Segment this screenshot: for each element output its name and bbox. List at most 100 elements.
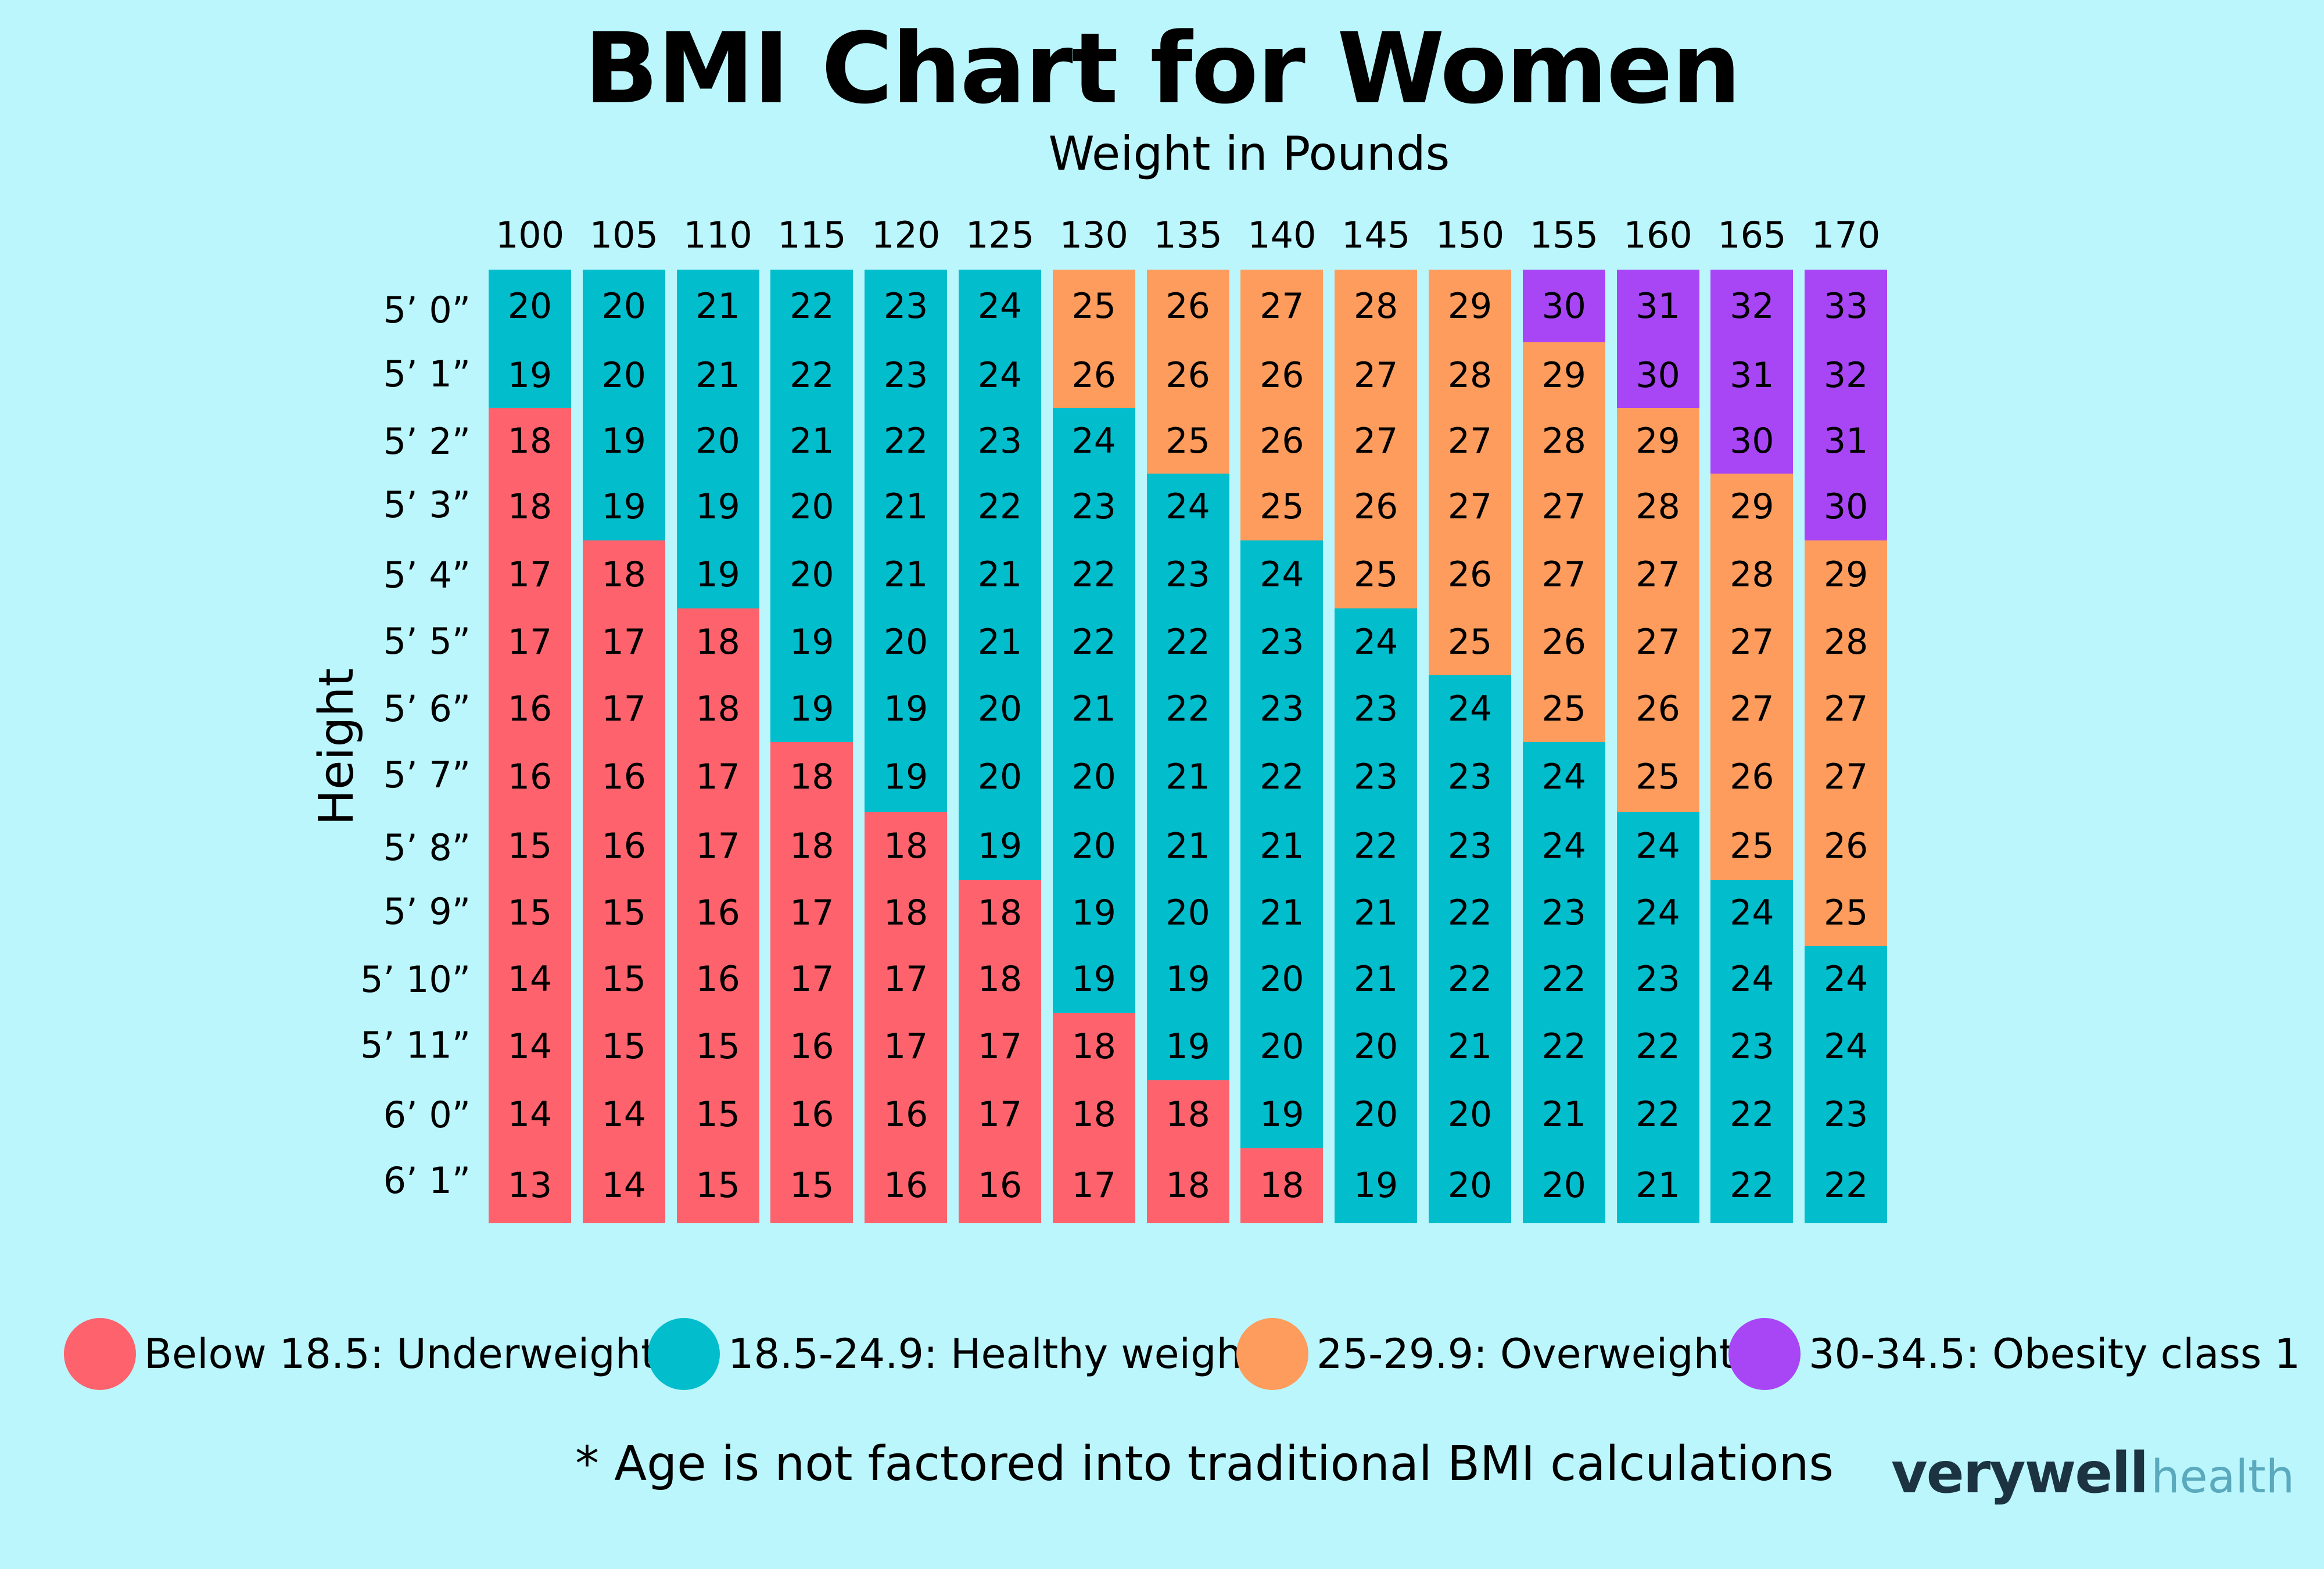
bmi-cell: 29 [1522, 342, 1605, 409]
bmi-cell: 33 [1805, 270, 1888, 343]
height-tick: 5’ 7” [383, 754, 471, 796]
bmi-cell: 17 [770, 880, 853, 946]
bmi-cell: 25 [1052, 270, 1135, 343]
bmi-cell: 23 [1052, 473, 1135, 540]
bmi-cell: 19 [770, 675, 853, 743]
bmi-cell: 27 [1805, 742, 1888, 812]
bmi-cell: 20 [489, 270, 571, 343]
bmi-cell: 19 [676, 540, 759, 609]
bmi-cell: 22 [1522, 945, 1605, 1013]
height-tick: 5’ 11” [360, 1024, 471, 1066]
bmi-cell: 16 [865, 1080, 948, 1148]
bmi-cell: 29 [1429, 270, 1511, 343]
bmi-cell: 22 [1522, 1012, 1605, 1081]
bmi-cell: 20 [1429, 1148, 1511, 1223]
bmi-cell: 25 [1429, 608, 1511, 676]
bmi-cell: 30 [1710, 408, 1794, 474]
bmi-cell: 20 [582, 270, 665, 343]
bmi-cell: 28 [1616, 473, 1699, 540]
bmi-cell: 18 [770, 742, 853, 812]
bmi-cell: 27 [1522, 473, 1605, 540]
height-tick: 5’ 4” [383, 554, 471, 596]
legend-swatch-icon [1728, 1318, 1801, 1390]
bmi-cell: 18 [1240, 1148, 1324, 1223]
bmi-cell: 24 [1429, 675, 1511, 743]
bmi-cell: 15 [770, 1148, 853, 1223]
legend-label: 25-29.9: Overweight [1317, 1330, 1735, 1378]
bmi-cell: 14 [582, 1080, 665, 1148]
bmi-cell: 22 [1805, 1148, 1888, 1223]
bmi-cell: 21 [959, 540, 1041, 609]
weight-column: 31 30 29 28 27 27 26 25 24 24 23 22 22 21 [1616, 270, 1699, 1223]
bmi-cell: 20 [1146, 880, 1229, 946]
bmi-cell: 26 [1240, 408, 1324, 474]
bmi-cell: 26 [1146, 270, 1229, 343]
weight-column: 28 27 27 26 25 24 23 23 22 21 21 20 20 19 [1335, 270, 1418, 1223]
bmi-cell: 19 [959, 811, 1041, 880]
bmi-cell: 17 [582, 608, 665, 676]
bmi-cell: 19 [865, 675, 948, 743]
bmi-cell: 15 [489, 811, 571, 880]
bmi-cell: 20 [959, 675, 1041, 743]
x-axis-label: Weight in Pounds [1048, 127, 1450, 181]
bmi-cell: 18 [1146, 1080, 1229, 1148]
bmi-cell: 29 [1710, 473, 1794, 540]
bmi-cell: 21 [1052, 675, 1135, 743]
weight-tick: 140 [1247, 214, 1317, 256]
legend-label: Below 18.5: Underweight [144, 1330, 657, 1378]
bmi-cell: 18 [676, 675, 759, 743]
bmi-cell: 22 [1052, 608, 1135, 676]
weight-column: 33 32 31 30 29 28 27 27 26 25 24 24 23 22 [1805, 270, 1888, 1223]
bmi-cell: 26 [1429, 540, 1511, 609]
bmi-cell: 18 [489, 408, 571, 474]
bmi-cell: 18 [489, 473, 571, 540]
bmi-cell: 22 [1429, 880, 1511, 946]
weight-column: 32 31 30 29 28 27 27 26 25 24 24 23 22 22 [1710, 270, 1794, 1223]
weight-tick: 125 [965, 214, 1035, 256]
legend-label: 18.5-24.9: Healthy weight [728, 1330, 1258, 1378]
bmi-cell: 20 [1240, 945, 1324, 1013]
weight-tick: 110 [683, 214, 752, 256]
bmi-cell: 16 [770, 1012, 853, 1081]
height-tick: 6’ 1” [383, 1159, 471, 1202]
legend-swatch-icon [1236, 1318, 1308, 1390]
bmi-cell: 19 [582, 473, 665, 540]
bmi-cell: 22 [1616, 1080, 1699, 1148]
bmi-cell: 22 [1146, 675, 1229, 743]
bmi-cell: 14 [489, 1080, 571, 1148]
bmi-cell: 23 [1335, 742, 1418, 812]
legend-item: 18.5-24.9: Healthy weight [648, 1316, 1258, 1392]
height-tick: 5’ 1” [383, 353, 471, 395]
height-tick: 5’ 0” [383, 289, 471, 331]
bmi-cell: 20 [582, 342, 665, 409]
bmi-cell: 22 [770, 270, 853, 343]
bmi-cell: 22 [1616, 1012, 1699, 1081]
bmi-cell: 26 [1522, 608, 1605, 676]
bmi-cell: 25 [1335, 540, 1418, 609]
bmi-cell: 18 [959, 880, 1041, 946]
height-tick: 6’ 0” [383, 1094, 471, 1136]
bmi-cell: 18 [1146, 1148, 1229, 1223]
bmi-cell: 21 [1616, 1148, 1699, 1223]
bmi-cell: 27 [1240, 270, 1324, 343]
bmi-cell: 31 [1710, 342, 1794, 409]
bmi-cell: 26 [1616, 675, 1699, 743]
bmi-cell: 16 [676, 945, 759, 1013]
bmi-cell: 24 [1522, 742, 1605, 812]
bmi-cell: 20 [1335, 1012, 1418, 1081]
bmi-cell: 20 [1335, 1080, 1418, 1148]
logo-bold-text: verywell [1891, 1441, 2149, 1506]
bmi-cell: 26 [1805, 811, 1888, 880]
bmi-cell: 23 [1335, 675, 1418, 743]
bmi-cell: 25 [1240, 473, 1324, 540]
bmi-cell: 15 [582, 945, 665, 1013]
bmi-cell: 15 [676, 1012, 759, 1081]
bmi-cell: 18 [865, 880, 948, 946]
bmi-cell: 24 [1240, 540, 1324, 609]
weight-column: 27 26 26 25 24 23 23 22 21 21 20 20 19 18 [1240, 270, 1324, 1223]
bmi-cell: 20 [770, 473, 853, 540]
bmi-cell: 28 [1805, 608, 1888, 676]
weight-tick: 170 [1812, 214, 1881, 256]
bmi-cell: 27 [1710, 675, 1794, 743]
bmi-cell: 15 [582, 1012, 665, 1081]
